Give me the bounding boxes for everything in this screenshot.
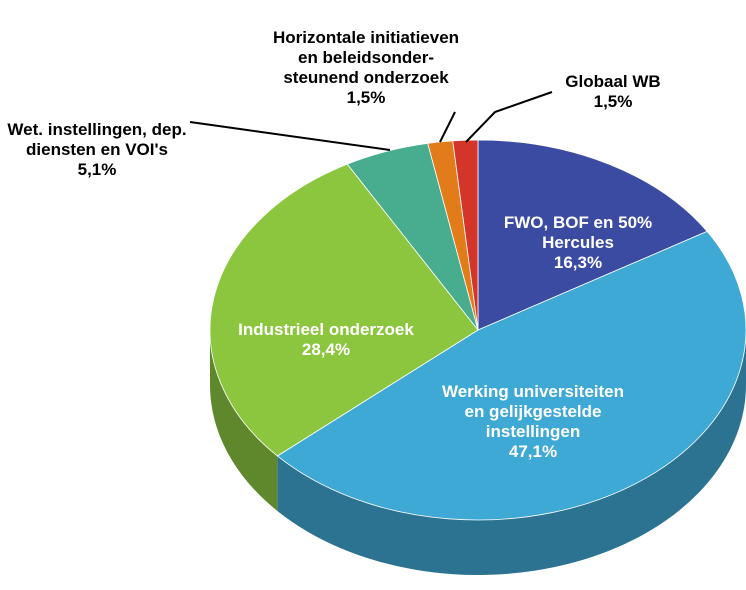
value-label: 5,1% [77, 160, 117, 179]
category-label: Wet. instellingen, dep. diensten en VOI'… [7, 120, 187, 159]
slice-label: Industrieel onderzoek 28,4% [196, 320, 456, 360]
value-label: 16,3% [553, 253, 603, 272]
slice [452, 139, 479, 331]
slice-label: Werking universiteiten en gelijkgestelde… [438, 382, 628, 462]
category-label: FWO, BOF en 50% Hercules [503, 213, 653, 252]
slice [477, 139, 708, 331]
slice-label: Globaal WB 1,5% [548, 72, 678, 112]
leader-line [465, 91, 553, 143]
category-label: Horizontale initiatieven en beleidsonder… [272, 28, 460, 87]
slice-label: Wet. instellingen, dep. diensten en VOI'… [5, 120, 190, 180]
slice-side [210, 330, 278, 511]
leader-line [189, 121, 391, 151]
value-label: 1,5% [593, 92, 633, 111]
slice-side [277, 330, 746, 575]
slice-label: FWO, BOF en 50% Hercules 16,3% [478, 213, 678, 273]
value-label: 1,5% [346, 88, 386, 107]
category-label: Globaal WB [565, 72, 661, 91]
category-label: Industrieel onderzoek [238, 320, 414, 339]
leader-line [439, 111, 456, 143]
value-label: 28,4% [301, 340, 351, 359]
slice [276, 230, 746, 521]
category-label: Werking universiteiten en gelijkgestelde… [441, 382, 624, 441]
value-label: 47,1% [508, 442, 558, 461]
slice [209, 163, 479, 457]
slice-label: Horizontale initiatieven en beleidsonder… [271, 28, 461, 108]
